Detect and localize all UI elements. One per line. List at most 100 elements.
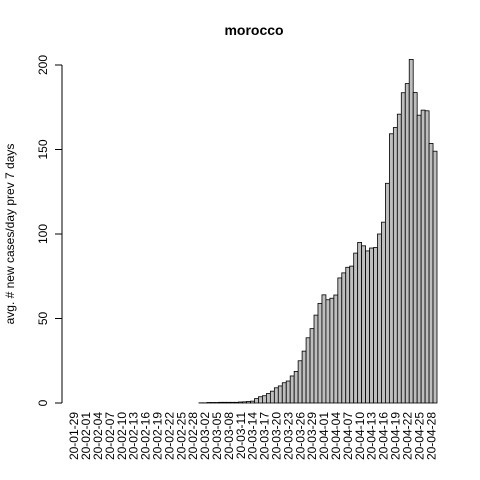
bar-65 (329, 297, 335, 404)
bar-47 (258, 396, 263, 404)
x-tick-label-29: 20-04-25 (412, 412, 426, 460)
x-tick-label-7: 20-02-19 (151, 412, 165, 460)
bar-75 (369, 247, 374, 404)
bar-38 (222, 401, 228, 404)
y-axis-label: avg. # new cases/day prev 7 days (3, 144, 17, 325)
x-tick-label-21: 20-04-01 (317, 412, 331, 460)
y-tick-label-150: 150 (36, 139, 50, 159)
x-tick-label-23: 20-04-07 (341, 412, 355, 460)
bar-87 (416, 114, 422, 404)
x-tick-label-24: 20-04-10 (353, 412, 367, 460)
x-tick-label-16: 20-03-17 (258, 412, 272, 460)
bar-60 (309, 328, 315, 404)
bar-67 (337, 277, 343, 404)
bar-86 (412, 92, 418, 404)
bar-44 (246, 401, 251, 404)
bar-37 (218, 401, 224, 404)
y-tick-label-50: 50 (36, 312, 50, 326)
bar-51 (273, 387, 279, 404)
bar-89 (424, 110, 430, 404)
bar-46 (254, 398, 259, 404)
x-tick-label-2: 20-02-04 (91, 412, 105, 460)
bar-52 (277, 385, 283, 404)
bar-45 (250, 400, 255, 404)
y-axis: 0 50 100 150 200 (36, 55, 63, 406)
bar-50 (269, 390, 275, 404)
x-tick-label-30: 20-04-28 (424, 412, 438, 460)
bar-63 (321, 294, 327, 404)
x-tick-label-6: 20-02-16 (139, 412, 153, 460)
bar-43 (242, 401, 247, 404)
bar-61 (313, 314, 319, 404)
x-tick-label-3: 20-02-07 (103, 412, 117, 460)
bar-70 (349, 265, 355, 404)
bar-41 (234, 401, 240, 404)
x-tick-label-13: 20-03-08 (222, 412, 236, 460)
x-tick-label-4: 20-02-10 (115, 412, 129, 460)
bar-90 (428, 143, 434, 404)
bar-55 (289, 375, 295, 404)
bar-42 (238, 401, 244, 404)
bar-74 (365, 250, 370, 404)
bar-35 (210, 402, 216, 404)
bar-57 (297, 360, 303, 404)
x-tick-label-28: 20-04-22 (400, 412, 414, 460)
bar-48 (262, 395, 267, 404)
bar-69 (345, 266, 351, 404)
bar-88 (420, 109, 426, 404)
bar-72 (357, 242, 363, 404)
x-tick-label-1: 20-02-01 (79, 412, 93, 460)
x-tick-label-17: 20-03-20 (270, 412, 284, 460)
bar-71 (353, 252, 359, 404)
bar-36 (214, 402, 220, 404)
x-tick-label-10: 20-02-28 (186, 412, 200, 460)
bar-83 (400, 92, 406, 404)
x-tick-label-18: 20-03-23 (281, 412, 295, 460)
bar-53 (281, 382, 287, 404)
x-tick-label-5: 20-02-13 (127, 412, 141, 460)
x-tick-label-8: 20-02-22 (162, 412, 176, 460)
bar-59 (305, 337, 311, 404)
bar-81 (392, 127, 398, 404)
y-tick-label-200: 200 (36, 55, 50, 75)
x-tick-label-0: 20-01-29 (67, 412, 81, 460)
x-tick-label-9: 20-02-25 (174, 412, 188, 460)
bar-85 (408, 59, 414, 404)
bar-82 (396, 113, 402, 404)
x-tick-label-14: 20-03-11 (234, 412, 248, 459)
bar-84 (404, 83, 410, 404)
bar-73 (361, 245, 366, 404)
y-tick-label-100: 100 (36, 224, 50, 244)
bar-91 (432, 150, 438, 404)
bar-76 (373, 247, 378, 404)
x-tick-label-26: 20-04-16 (377, 412, 391, 460)
x-tick-label-19: 20-03-26 (293, 412, 307, 460)
bar-54 (285, 380, 291, 404)
bar-64 (325, 299, 331, 404)
bar-39 (226, 401, 232, 404)
x-tick-label-22: 20-04-04 (329, 412, 343, 460)
bar-40 (230, 401, 236, 404)
bar-56 (293, 370, 299, 404)
x-axis: 20-01-2920-02-0120-02-0420-02-0720-02-10… (67, 412, 438, 460)
bar-62 (317, 303, 323, 404)
x-tick-label-11: 20-03-02 (198, 412, 212, 460)
x-tick-label-25: 20-04-13 (365, 412, 379, 460)
bars-group (198, 59, 438, 404)
bar-79 (385, 182, 390, 404)
x-tick-label-15: 20-03-14 (246, 412, 260, 460)
x-tick-label-27: 20-04-19 (389, 412, 403, 460)
bar-78 (381, 221, 386, 404)
chart-title: morocco (224, 22, 283, 38)
bar-34 (206, 402, 212, 404)
y-tick-label-0: 0 (36, 399, 50, 406)
bar-58 (301, 350, 307, 404)
x-tick-label-12: 20-03-05 (210, 412, 224, 460)
bar-66 (333, 294, 339, 404)
x-tick-label-20: 20-03-29 (305, 412, 319, 460)
bar-80 (388, 133, 394, 404)
bar-68 (341, 272, 347, 404)
bar-49 (265, 393, 271, 404)
bar-77 (377, 233, 382, 404)
